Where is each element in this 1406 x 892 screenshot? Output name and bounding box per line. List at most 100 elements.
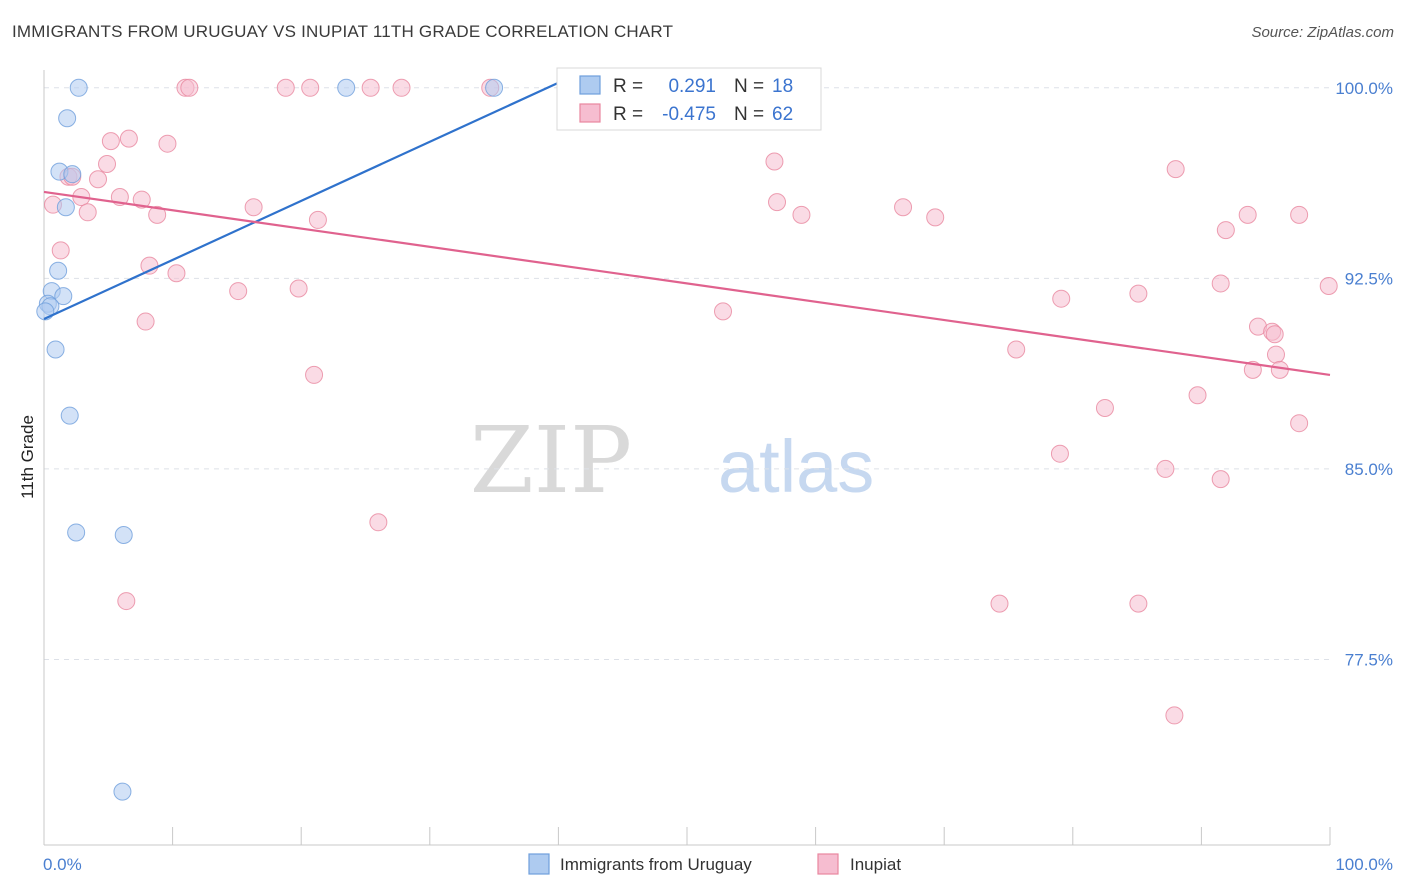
point-inupiat xyxy=(792,205,811,224)
point-inupiat xyxy=(714,302,733,321)
point-inupiat xyxy=(1290,414,1309,433)
point-inupiat xyxy=(301,78,320,97)
point-inupiat xyxy=(98,155,117,174)
series-uruguay-points xyxy=(36,78,504,801)
point-inupiat xyxy=(1290,205,1309,224)
point-inupiat xyxy=(1052,289,1071,308)
point-inupiat xyxy=(1270,360,1289,379)
point-uruguay xyxy=(69,78,88,97)
point-inupiat xyxy=(167,264,186,283)
point-uruguay xyxy=(113,782,132,801)
stats-swatch-inupiat xyxy=(579,103,601,123)
point-inupiat xyxy=(765,152,784,171)
point-uruguay xyxy=(46,340,65,359)
point-inupiat xyxy=(1156,459,1175,478)
point-inupiat xyxy=(1129,284,1148,303)
point-inupiat xyxy=(305,365,324,384)
point-inupiat xyxy=(1265,325,1284,344)
gridlines xyxy=(44,87,1330,661)
point-inupiat xyxy=(101,132,120,151)
legend-swatch-inupiat xyxy=(817,853,839,875)
stats-swatch-uruguay xyxy=(579,75,601,95)
legend: Immigrants from Uruguay Inupiat xyxy=(528,853,901,875)
x-tick-label-min: 0.0% xyxy=(43,855,82,874)
x-tick-label-max: 100.0% xyxy=(1335,855,1393,874)
y-tick-label: 85.0% xyxy=(1345,460,1393,479)
point-inupiat xyxy=(1319,276,1338,295)
point-inupiat xyxy=(1050,444,1069,463)
point-inupiat xyxy=(392,78,411,97)
point-uruguay xyxy=(54,287,73,306)
stats-n-value-1: 18 xyxy=(772,76,793,97)
stats-box-frame xyxy=(556,67,822,131)
point-inupiat xyxy=(229,282,248,301)
point-uruguay xyxy=(485,78,504,97)
point-uruguay xyxy=(114,526,133,544)
y-tick-labels: 77.5% 85.0% 92.5% 100.0% xyxy=(1335,79,1393,670)
point-inupiat xyxy=(136,312,155,331)
point-inupiat xyxy=(158,134,177,153)
point-inupiat xyxy=(132,190,151,209)
point-inupiat xyxy=(369,513,388,532)
stats-r-label-1: R = xyxy=(613,76,643,97)
point-inupiat xyxy=(1007,340,1026,359)
point-inupiat xyxy=(289,279,308,298)
stats-n-label-1: N = xyxy=(734,76,764,97)
point-inupiat xyxy=(78,203,97,222)
point-inupiat xyxy=(990,594,1009,613)
point-inupiat xyxy=(926,208,945,227)
trend-line-inupiat xyxy=(43,190,1331,377)
point-inupiat xyxy=(1095,398,1114,417)
watermark-atlas: atlas xyxy=(718,425,874,508)
point-inupiat xyxy=(1188,386,1207,405)
point-inupiat xyxy=(180,78,199,97)
stats-n-value-2: 62 xyxy=(772,104,793,125)
axes xyxy=(43,70,1331,846)
point-uruguay xyxy=(49,261,68,280)
point-inupiat xyxy=(308,210,327,229)
point-inupiat xyxy=(148,205,167,224)
point-inupiat xyxy=(1129,594,1148,613)
legend-label-uruguay: Immigrants from Uruguay xyxy=(560,855,752,874)
point-inupiat xyxy=(1165,706,1184,725)
stats-r-value-1: 0.291 xyxy=(668,76,716,97)
point-inupiat xyxy=(1266,345,1285,364)
chart-title: IMMIGRANTS FROM URUGUAY VS INUPIAT 11TH … xyxy=(12,22,674,41)
point-inupiat xyxy=(51,241,70,260)
stats-box: R = 0.291 N = 18 R = -0.475 N = 62 xyxy=(556,67,822,131)
point-uruguay xyxy=(58,109,77,128)
point-inupiat xyxy=(1216,221,1235,240)
point-uruguay xyxy=(63,165,82,184)
point-uruguay xyxy=(56,198,75,217)
point-inupiat xyxy=(119,129,138,148)
trend-lines xyxy=(43,81,1331,377)
point-uruguay xyxy=(67,523,86,542)
trend-line-uruguay xyxy=(43,81,559,321)
watermark-zip: ZIP xyxy=(470,407,632,514)
y-tick-label: 100.0% xyxy=(1335,79,1393,98)
series-inupiat-points xyxy=(44,78,1338,725)
y-axis-label: 11th Grade xyxy=(18,415,37,499)
point-inupiat xyxy=(768,193,787,212)
point-uruguay xyxy=(60,406,79,425)
point-inupiat xyxy=(244,198,263,217)
point-inupiat xyxy=(1166,160,1185,179)
legend-swatch-uruguay xyxy=(528,853,550,875)
y-tick-label: 77.5% xyxy=(1345,651,1393,670)
y-tick-label: 92.5% xyxy=(1345,269,1393,288)
point-inupiat xyxy=(117,592,136,611)
point-inupiat xyxy=(1238,205,1257,224)
point-inupiat xyxy=(361,78,380,97)
stats-n-label-2: N = xyxy=(734,104,764,125)
stats-r-value-2: -0.475 xyxy=(662,104,716,125)
point-inupiat xyxy=(89,170,108,189)
point-inupiat xyxy=(1211,274,1230,293)
point-inupiat xyxy=(1211,470,1230,489)
legend-label-inupiat: Inupiat xyxy=(850,855,901,874)
point-uruguay xyxy=(337,78,356,97)
source-label: Source: ZipAtlas.com xyxy=(1251,24,1394,41)
point-inupiat xyxy=(894,198,913,217)
point-inupiat xyxy=(276,78,295,97)
stats-r-label-2: R = xyxy=(613,104,643,125)
